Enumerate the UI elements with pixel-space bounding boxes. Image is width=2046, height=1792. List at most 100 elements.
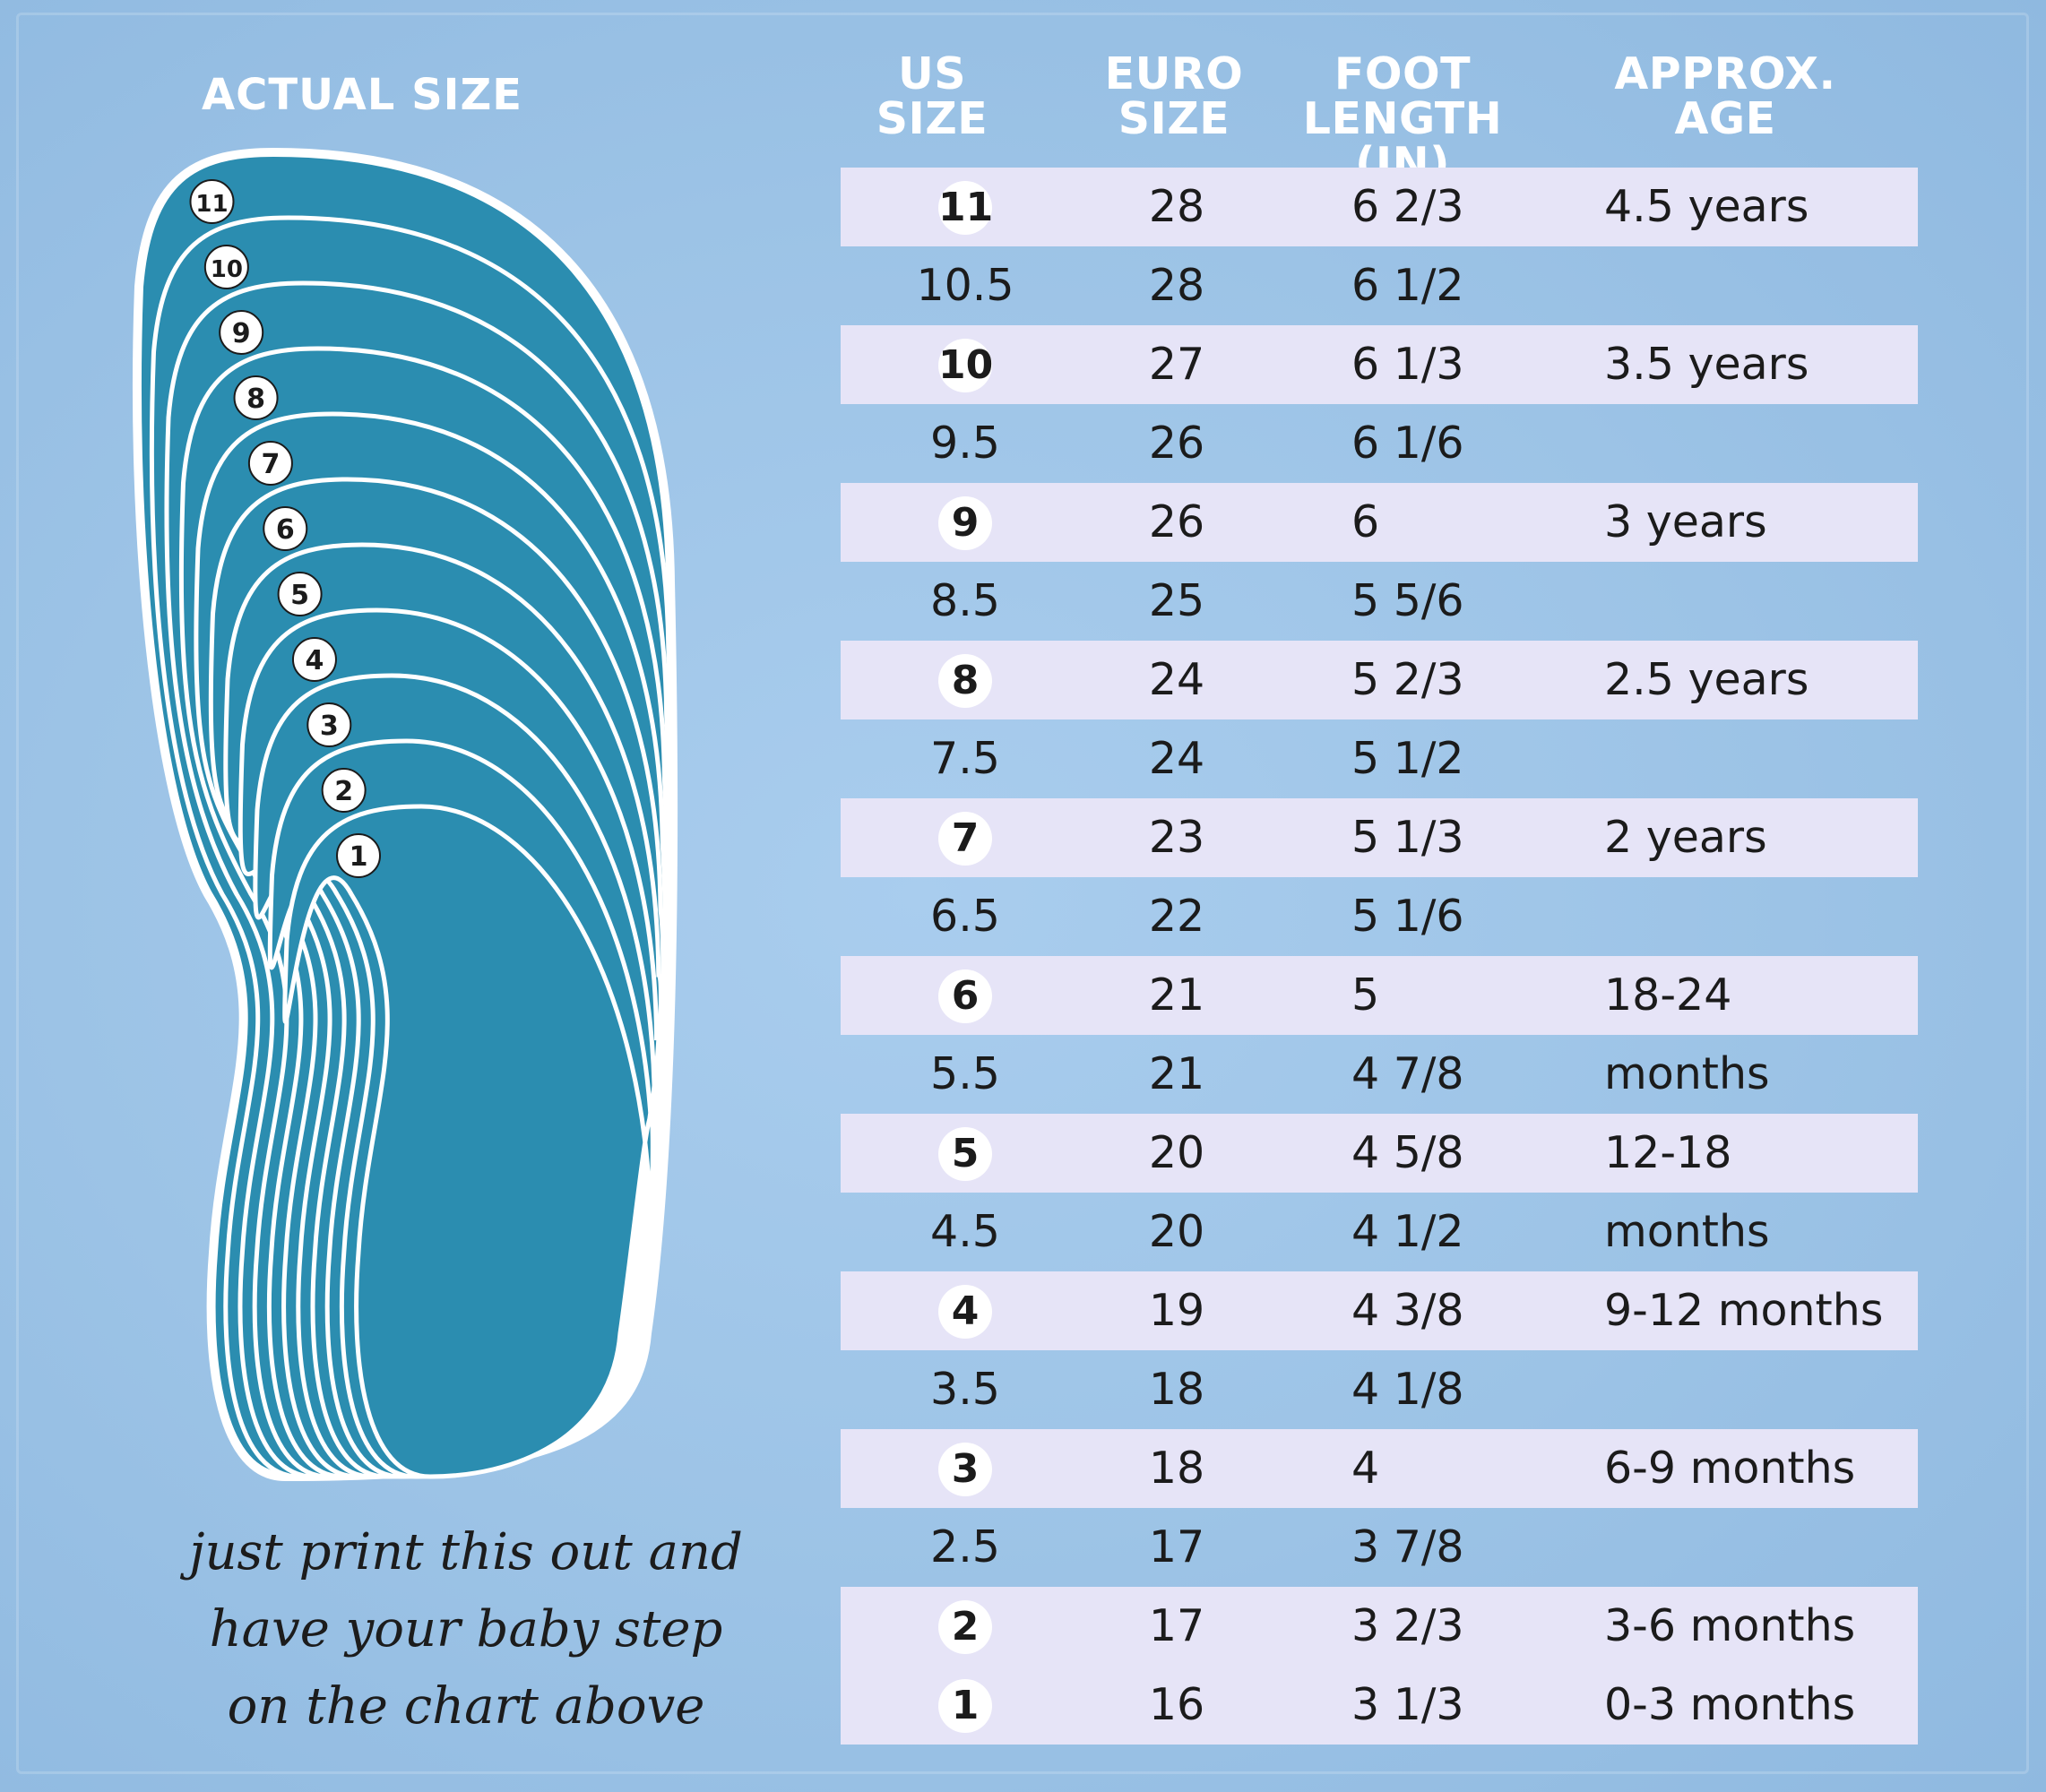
header-euro-size-line2: SIZE	[1118, 93, 1230, 144]
us-size-cell: 2.5	[930, 1521, 1000, 1572]
foot-size-badge	[233, 375, 279, 420]
foot-length-cell: 4 1/2	[1351, 1206, 1464, 1257]
header-us-size-line2: SIZE	[876, 93, 988, 144]
foot-size-badge	[336, 833, 381, 878]
table-row: 3 18 4 6-9 months	[841, 1429, 1918, 1508]
foot-size-number: 4	[306, 645, 324, 676]
us-size-cell: 3	[898, 1429, 1032, 1508]
approx-age-cell	[1604, 877, 1909, 956]
table-row: 6.5 22 5 1/6	[841, 877, 1918, 956]
us-size-cell: 6	[898, 956, 1032, 1035]
foot-size-badge	[277, 572, 323, 616]
table-row: 4 19 4 3/8 9-12 months	[841, 1271, 1918, 1350]
foot-length-cell: 4 3/8	[1351, 1285, 1464, 1336]
foot-size-badge	[203, 245, 249, 289]
euro-size-cell: 24	[1148, 654, 1205, 705]
approx-age-cell: 6-9 months	[1604, 1443, 1856, 1494]
us-size-badge: 8	[938, 653, 992, 708]
euro-size-cell: 22	[1148, 891, 1205, 942]
foot-length-cell: 5 1/3	[1351, 812, 1464, 863]
us-size-badge: 5	[938, 1126, 992, 1181]
foot-length-cell: 3 7/8	[1351, 1521, 1464, 1572]
table-row: 10 27 6 1/3 3.5 years	[841, 325, 1918, 404]
us-size-cell: 2	[898, 1587, 1032, 1666]
approx-age-cell: 9-12 months	[1604, 1285, 1884, 1336]
foot-length-cell: 6 1/2	[1351, 260, 1464, 311]
actual-size-label: ACTUAL SIZE	[202, 70, 523, 120]
foot-length-cell: 5 1/2	[1351, 733, 1464, 784]
foot-length-cell: 5 1/6	[1351, 891, 1464, 942]
us-size-badge: 3	[938, 1442, 992, 1496]
us-size-cell: 9.5	[930, 418, 1000, 469]
table-row: 8.5 25 5 5/6	[841, 562, 1918, 641]
euro-size-cell: 24	[1148, 733, 1205, 784]
approx-age-cell	[1604, 1035, 1909, 1114]
foot-size-number: 11	[195, 191, 228, 218]
us-size-badge: 10	[938, 338, 993, 392]
caption-line-1: just print this out and	[189, 1523, 743, 1581]
us-size-cell: 4	[898, 1271, 1032, 1350]
approx-age-cell	[1604, 1508, 1909, 1587]
approx-age-cell: 2 years	[1604, 812, 1767, 863]
euro-size-cell: 28	[1148, 181, 1205, 232]
euro-size-cell: 27	[1148, 339, 1205, 390]
table-row: 3.5 18 4 1/8	[841, 1350, 1918, 1429]
us-size-cell: 10	[898, 325, 1032, 404]
us-size-cell: 9	[898, 483, 1032, 562]
approx-age-cell	[1604, 1350, 1909, 1429]
euro-size-cell: 18	[1148, 1364, 1205, 1415]
euro-size-cell: 23	[1148, 812, 1205, 863]
foot-size-number: 6	[276, 514, 295, 546]
table-row: 5.5 21 4 7/8	[841, 1035, 1918, 1114]
us-size-badge: 6	[938, 969, 992, 1023]
foot-length-cell: 6	[1351, 496, 1380, 547]
foot-length-cell: 6 1/3	[1351, 339, 1464, 390]
foot-size-number: 5	[290, 580, 309, 611]
approx-age-cell: 4.5 years	[1604, 181, 1809, 232]
us-size-badge: 11	[938, 180, 993, 235]
foot-length-cell: 5 5/6	[1351, 575, 1464, 626]
table-row: 9 26 6 3 years	[841, 483, 1918, 562]
us-size-badge: 9	[938, 495, 992, 550]
us-size-cell: 1	[898, 1666, 1032, 1745]
approx-age-cell: 18-24 months	[1604, 969, 1770, 1099]
foot-length-cell: 3 1/3	[1351, 1679, 1464, 1730]
foot-outline-size-1	[282, 804, 655, 1479]
foot-length-cell: 4 5/8	[1351, 1127, 1464, 1178]
euro-size-cell: 26	[1148, 418, 1205, 469]
approx-age-cell: 12-18 months	[1604, 1127, 1770, 1257]
us-size-cell: 5.5	[930, 1048, 1000, 1099]
header-approx-age: APPROX. AGE	[1577, 52, 1873, 142]
us-size-cell: 10.5	[916, 260, 1014, 311]
table-row: 7 23 5 1/3 2 years	[841, 798, 1918, 877]
us-size-cell: 8	[898, 641, 1032, 719]
foot-size-number: 1	[350, 841, 368, 873]
foot-size-badge	[247, 441, 293, 486]
approx-age-cell	[1604, 562, 1909, 641]
foot-size-number: 7	[261, 449, 280, 480]
us-size-badge: 2	[938, 1599, 992, 1654]
approx-age-cell	[1604, 1193, 1909, 1271]
table-row: 6 21 5 18-24 months	[841, 956, 1918, 1099]
caption-line-2: have your baby step	[209, 1600, 723, 1658]
euro-size-cell: 17	[1148, 1521, 1205, 1572]
approx-age-cell: 0-3 months	[1604, 1679, 1856, 1730]
header-approx-age-line2: AGE	[1674, 93, 1776, 144]
us-size-badge: 7	[938, 811, 992, 866]
euro-size-cell: 25	[1148, 575, 1205, 626]
foot-size-badge	[189, 179, 235, 224]
us-size-cell: 7.5	[930, 733, 1000, 784]
table-row: 5 20 4 5/8 12-18 months	[841, 1114, 1918, 1257]
foot-length-cell: 6 1/6	[1351, 418, 1464, 469]
us-size-cell: 5	[898, 1114, 1032, 1193]
approx-age-cell: 3 years	[1604, 496, 1767, 547]
approx-age-cell: 3-6 months	[1604, 1600, 1856, 1651]
foot-size-badge	[291, 637, 337, 682]
euro-size-cell: 16	[1148, 1679, 1205, 1730]
foot-size-badge	[219, 310, 264, 355]
header-approx-age-line1: APPROX.	[1614, 48, 1836, 99]
foot-size-number: 8	[246, 383, 265, 415]
foot-size-badge	[321, 768, 367, 813]
approx-age-cell: 3.5 years	[1604, 339, 1809, 390]
us-size-badge: 4	[938, 1284, 992, 1339]
